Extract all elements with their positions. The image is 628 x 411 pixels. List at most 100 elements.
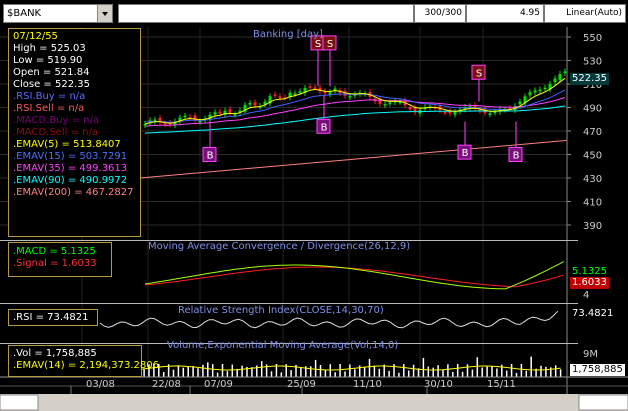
info-emav90: .EMAV(90) = 490.9972 [13, 175, 128, 186]
info-emav14: .EMAV(14) = 2,194,373.2806 [13, 360, 159, 371]
candle-up [558, 73, 562, 81]
candle-up [518, 101, 522, 105]
candle-up [143, 123, 147, 126]
candle-down [308, 86, 312, 88]
candle-up [293, 93, 297, 95]
buy-signal-marker: B [202, 121, 217, 162]
candle-up [328, 92, 332, 95]
candle-down [478, 109, 482, 112]
info-emav15: .EMAV(15) = 503.7291 [13, 151, 128, 162]
candle-up [178, 117, 182, 122]
candle-down [413, 107, 417, 113]
candle-up [248, 102, 252, 105]
candle-up [463, 107, 467, 110]
candle-up [563, 71, 567, 73]
info-rsi-buy: .RSI.Buy = n/a [13, 91, 86, 102]
candle-up [198, 121, 202, 123]
candle-down [188, 117, 192, 119]
candle-up [263, 101, 267, 105]
candle-up [233, 114, 237, 116]
volume-value-tag: 1,758,885 [570, 364, 625, 376]
candle-up [288, 92, 292, 98]
emav200-line [139, 139, 568, 179]
info-emav35: .EMAV(35) = 499.3613 [13, 163, 128, 174]
date-tick-label: 15/11 [487, 379, 516, 390]
time-scrollbar[interactable] [0, 394, 628, 411]
candle-up [543, 87, 547, 90]
info-macd-sell: .MACD.Sell = n/a [13, 127, 98, 138]
buy-signal-marker: B [457, 121, 472, 160]
price-axis-tick: 430 [583, 174, 602, 185]
candle-down [313, 87, 317, 89]
candle-down [448, 110, 452, 114]
date-tick-label: 07/09 [204, 379, 233, 390]
candle-up [523, 96, 527, 104]
bar-spacing: 4.95 [466, 4, 544, 23]
emav35-line [144, 97, 566, 127]
price-axis-tick: 410 [583, 198, 602, 209]
candle-down [273, 94, 277, 97]
candle-up [173, 121, 177, 126]
date-tick-label: 30/10 [424, 379, 453, 390]
macd-value-tag: 5.1325 [570, 266, 609, 278]
signal-box [316, 118, 331, 134]
candle-up [238, 110, 242, 113]
macd-panel-title: Moving Average Convergence / Divergence(… [148, 241, 411, 252]
signal-label: B [462, 148, 469, 159]
candle-up [303, 87, 307, 94]
info-close: Close = 522.35 [13, 79, 90, 90]
candle-up [453, 112, 457, 115]
info-emav5: .EMAV(5) = 513.8407 [13, 139, 121, 150]
candle-down [408, 106, 412, 110]
buy-signal-marker: B [508, 121, 523, 162]
panel-separator[interactable] [0, 343, 578, 344]
info-rsi-sell: .RSI.Sell = n/a [13, 103, 85, 114]
rsi-info-box: .RSI = 73.4821 [8, 309, 98, 326]
date-tick-label: 03/08 [86, 379, 115, 390]
info-open: Open = 521.84 [13, 67, 90, 78]
symbol-value: $BANK [7, 8, 42, 19]
rsi-panel-title: Relative Strength Index(CLOSE,14,30,70) [178, 305, 384, 316]
volume-axis-tick: 9M [583, 349, 598, 360]
scale-mode-button[interactable]: Linear(Auto) [544, 4, 626, 23]
price-info-box: 07/12/55 High = 525.03 Low = 519.90 Open… [8, 28, 141, 237]
candle-up [348, 95, 352, 98]
candle-up [538, 89, 542, 92]
candle-up [268, 96, 272, 104]
info-macd-buy: .MACD.Buy = n/a [13, 115, 100, 126]
signal-label: B [321, 122, 328, 133]
candle-up [528, 92, 532, 96]
price-axis-tick: 450 [583, 151, 602, 162]
panel-separator[interactable] [0, 240, 578, 241]
panel-separator[interactable] [0, 303, 578, 304]
buy-signal-marker: B [316, 95, 331, 134]
candle-up [398, 101, 402, 104]
symbol-combobox[interactable]: $BANK [3, 4, 113, 23]
volume-panel-title: Volume,Exponential Moving Average(Vol,14… [167, 340, 399, 351]
candle-down [163, 123, 167, 125]
candle-up [223, 110, 227, 115]
macd-info-box: .MACD = 5.1325 .Signal = 1.6033 [8, 242, 112, 277]
candle-up [553, 78, 557, 83]
date-tick-label: 11/10 [353, 379, 382, 390]
candle-down [158, 117, 162, 122]
candle-down [443, 111, 447, 114]
info-date: 07/12/55 [13, 31, 58, 42]
candle-down [193, 115, 197, 120]
signal-label: B [513, 151, 520, 162]
signal-box [508, 147, 523, 162]
macd-signal-line [144, 266, 564, 288]
signal-box [471, 64, 486, 80]
info-vol: .Vol = 1,758,885 [13, 348, 97, 359]
signal-label: S [315, 39, 321, 50]
emav5-line [144, 77, 566, 125]
bar-counter: 300/300 [414, 4, 466, 23]
candle-down [253, 102, 257, 106]
signal-value-tag: 1.6033 [570, 277, 609, 289]
toolbar-blank-field [118, 4, 414, 23]
candle-up [388, 102, 392, 104]
candle-down [508, 107, 512, 110]
candle-up [208, 114, 212, 120]
chevron-down-icon[interactable] [97, 5, 112, 22]
